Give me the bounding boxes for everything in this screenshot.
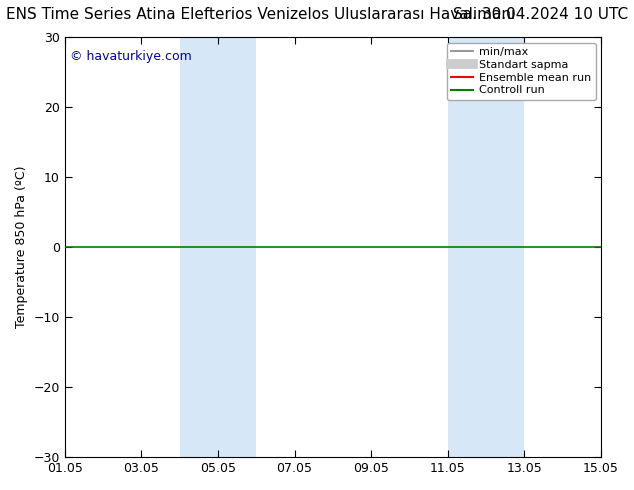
Y-axis label: Temperature 850 hPa (ºC): Temperature 850 hPa (ºC) [15,166,28,328]
Bar [448,37,524,457]
Legend: min/max, Standart sapma, Ensemble mean run, Controll run: min/max, Standart sapma, Ensemble mean r… [446,43,595,100]
Bar [179,37,256,457]
Text: © havaturkiye.com: © havaturkiye.com [70,50,192,63]
Text: Sa. 30.04.2024 10 UTC: Sa. 30.04.2024 10 UTC [453,7,628,23]
Text: ENS Time Series Atina Elefterios Venizelos Uluslararası Havalimanı: ENS Time Series Atina Elefterios Venizel… [6,7,515,23]
